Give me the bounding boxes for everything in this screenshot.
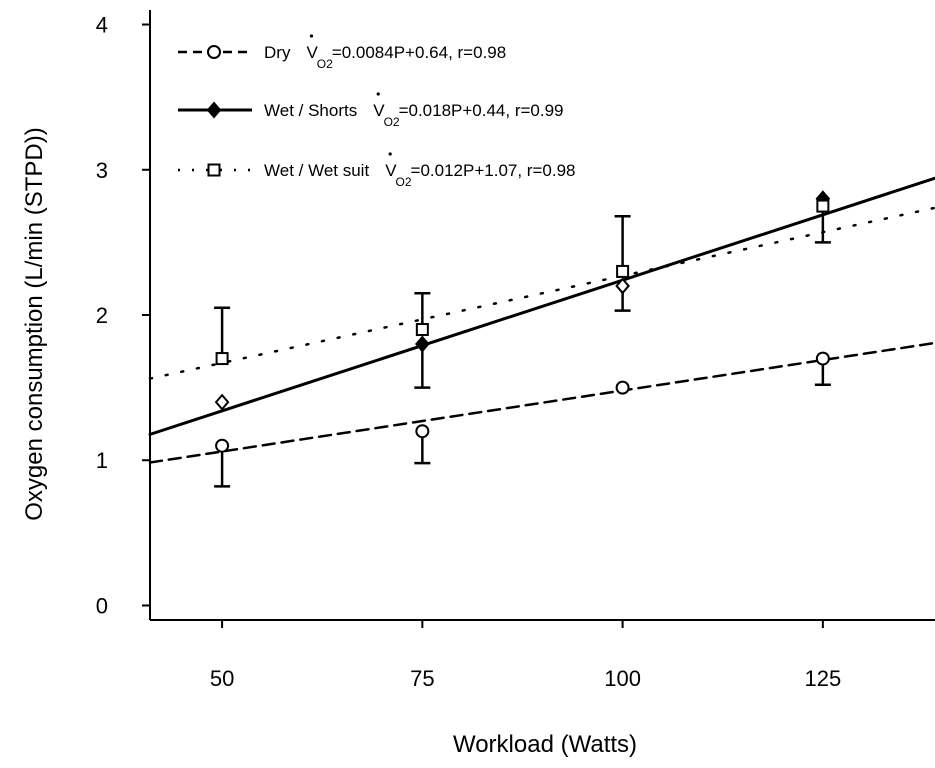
data-point-square bbox=[207, 163, 221, 177]
data-point-circle bbox=[815, 351, 830, 366]
fit-line bbox=[148, 206, 935, 380]
y-tick-label: 2 bbox=[96, 303, 108, 328]
legend-equation-prefix: V bbox=[385, 161, 397, 180]
fit-lines bbox=[148, 176, 935, 464]
data-markers bbox=[214, 190, 831, 453]
legend-equation: =0.0084P+0.64, r=0.98 bbox=[332, 43, 506, 62]
legend-equation: =0.012P+1.07, r=0.98 bbox=[411, 161, 576, 180]
x-tick-label: 75 bbox=[410, 666, 434, 691]
data-point-diamond bbox=[415, 335, 430, 353]
data-point-circle bbox=[615, 380, 630, 395]
fit-line bbox=[148, 176, 935, 436]
y-tick-label: 0 bbox=[96, 593, 108, 618]
data-point-circle bbox=[215, 438, 230, 453]
data-point-circle bbox=[207, 45, 221, 59]
y-tick-label: 1 bbox=[96, 448, 108, 473]
data-point-diamond bbox=[615, 277, 630, 295]
legend-series-name: Wet / Shorts bbox=[264, 101, 357, 120]
x-axis-label: Workload (Watts) bbox=[453, 731, 637, 758]
legend-equation-prefix: V bbox=[306, 43, 318, 62]
legend-series-name: Wet / Wet suit bbox=[264, 161, 369, 180]
y-axis-label: Oxygen consumption (L/min (STPD)) bbox=[21, 127, 48, 520]
legend-equation-prefix: V bbox=[373, 101, 385, 120]
y-tick-label: 4 bbox=[96, 13, 108, 38]
axis-ticks: 0 1 2 3 4 50 75 100 125 bbox=[96, 13, 841, 691]
fit-line bbox=[148, 341, 935, 464]
data-point-circle bbox=[415, 424, 430, 439]
legend-equation: =0.018P+0.44, r=0.99 bbox=[399, 101, 564, 120]
legend-dot bbox=[309, 34, 314, 38]
data-point-square bbox=[816, 199, 830, 213]
legend-dot bbox=[388, 152, 392, 156]
legend-dot bbox=[376, 92, 380, 96]
y-tick-label: 3 bbox=[96, 158, 108, 183]
x-tick-label: 50 bbox=[210, 666, 234, 691]
data-point-square bbox=[215, 352, 229, 366]
legend-equation-subscript: O2 bbox=[396, 175, 412, 189]
data-point-square bbox=[415, 323, 429, 337]
data-point-diamond bbox=[206, 101, 222, 119]
legend-equation-subscript: O2 bbox=[384, 115, 400, 129]
legend-series-name: Dry bbox=[264, 43, 291, 62]
data-point-square bbox=[616, 264, 630, 278]
x-tick-label: 100 bbox=[604, 666, 641, 691]
data-point-diamond bbox=[214, 393, 230, 411]
x-tick-label: 125 bbox=[804, 666, 841, 691]
legend-equation-subscript: O2 bbox=[317, 57, 333, 71]
